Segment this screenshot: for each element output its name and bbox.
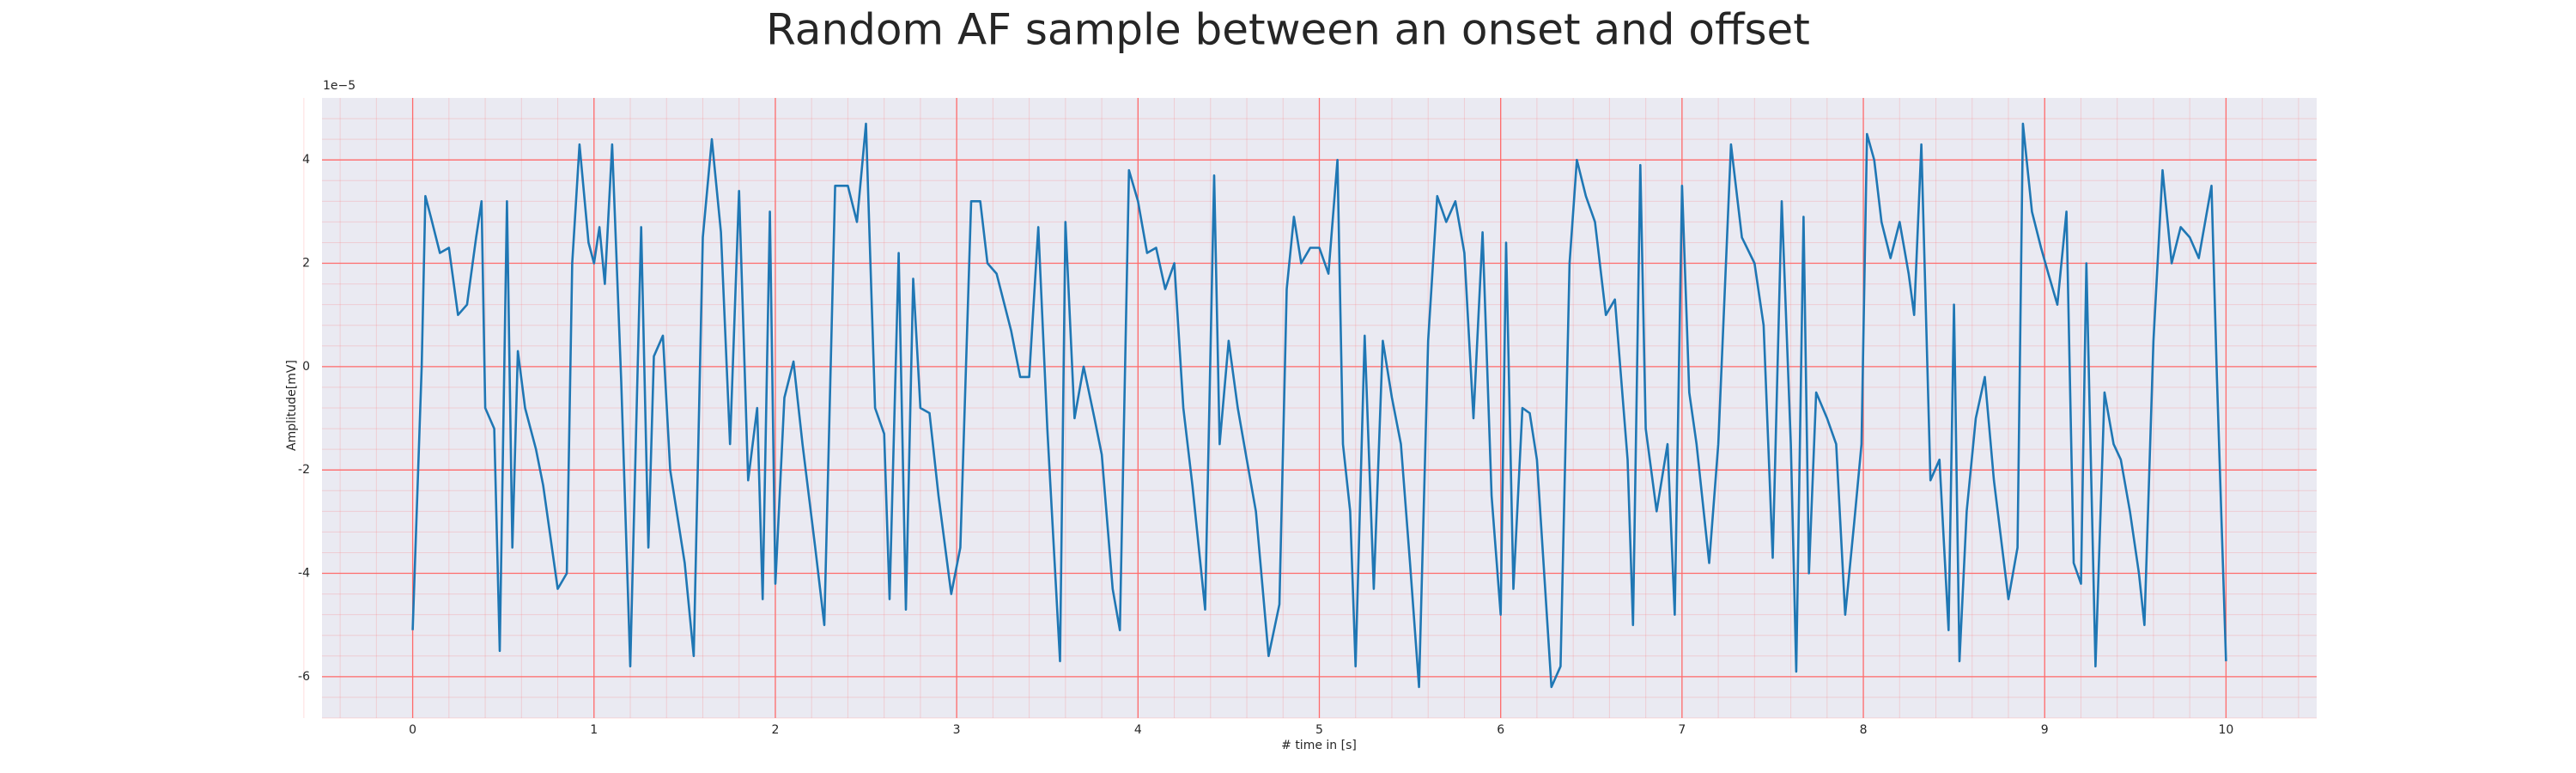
y-tick-label: -6: [298, 670, 310, 684]
y-offset-label: 1e−5: [323, 79, 355, 93]
x-tick-label: 10: [2218, 723, 2233, 737]
x-tick-label: 5: [1315, 723, 1323, 737]
y-tick-label: 0: [302, 360, 310, 374]
x-tick-label: 9: [2041, 723, 2049, 737]
x-tick-label: 3: [953, 723, 961, 737]
signal-line: [411, 122, 2227, 689]
x-tick-label: 1: [590, 723, 598, 737]
y-tick-label: 4: [302, 153, 310, 167]
y-tick-label: 2: [302, 257, 310, 271]
x-tick-label: 6: [1497, 723, 1504, 737]
x-tick-label: 2: [771, 723, 779, 737]
x-axis-label: # time in [s]: [1281, 739, 1357, 752]
x-tick-label: 0: [409, 723, 416, 737]
x-tick-label: 8: [1860, 723, 1868, 737]
x-tick-label: 4: [1134, 723, 1142, 737]
y-tick-label: -4: [298, 567, 310, 581]
y-tick-label: -2: [298, 463, 310, 477]
chart-title: Random AF sample between an onset and of…: [766, 5, 1810, 55]
x-tick-label: 7: [1678, 723, 1686, 737]
y-axis-label: Amplitude[mV]: [285, 360, 299, 451]
